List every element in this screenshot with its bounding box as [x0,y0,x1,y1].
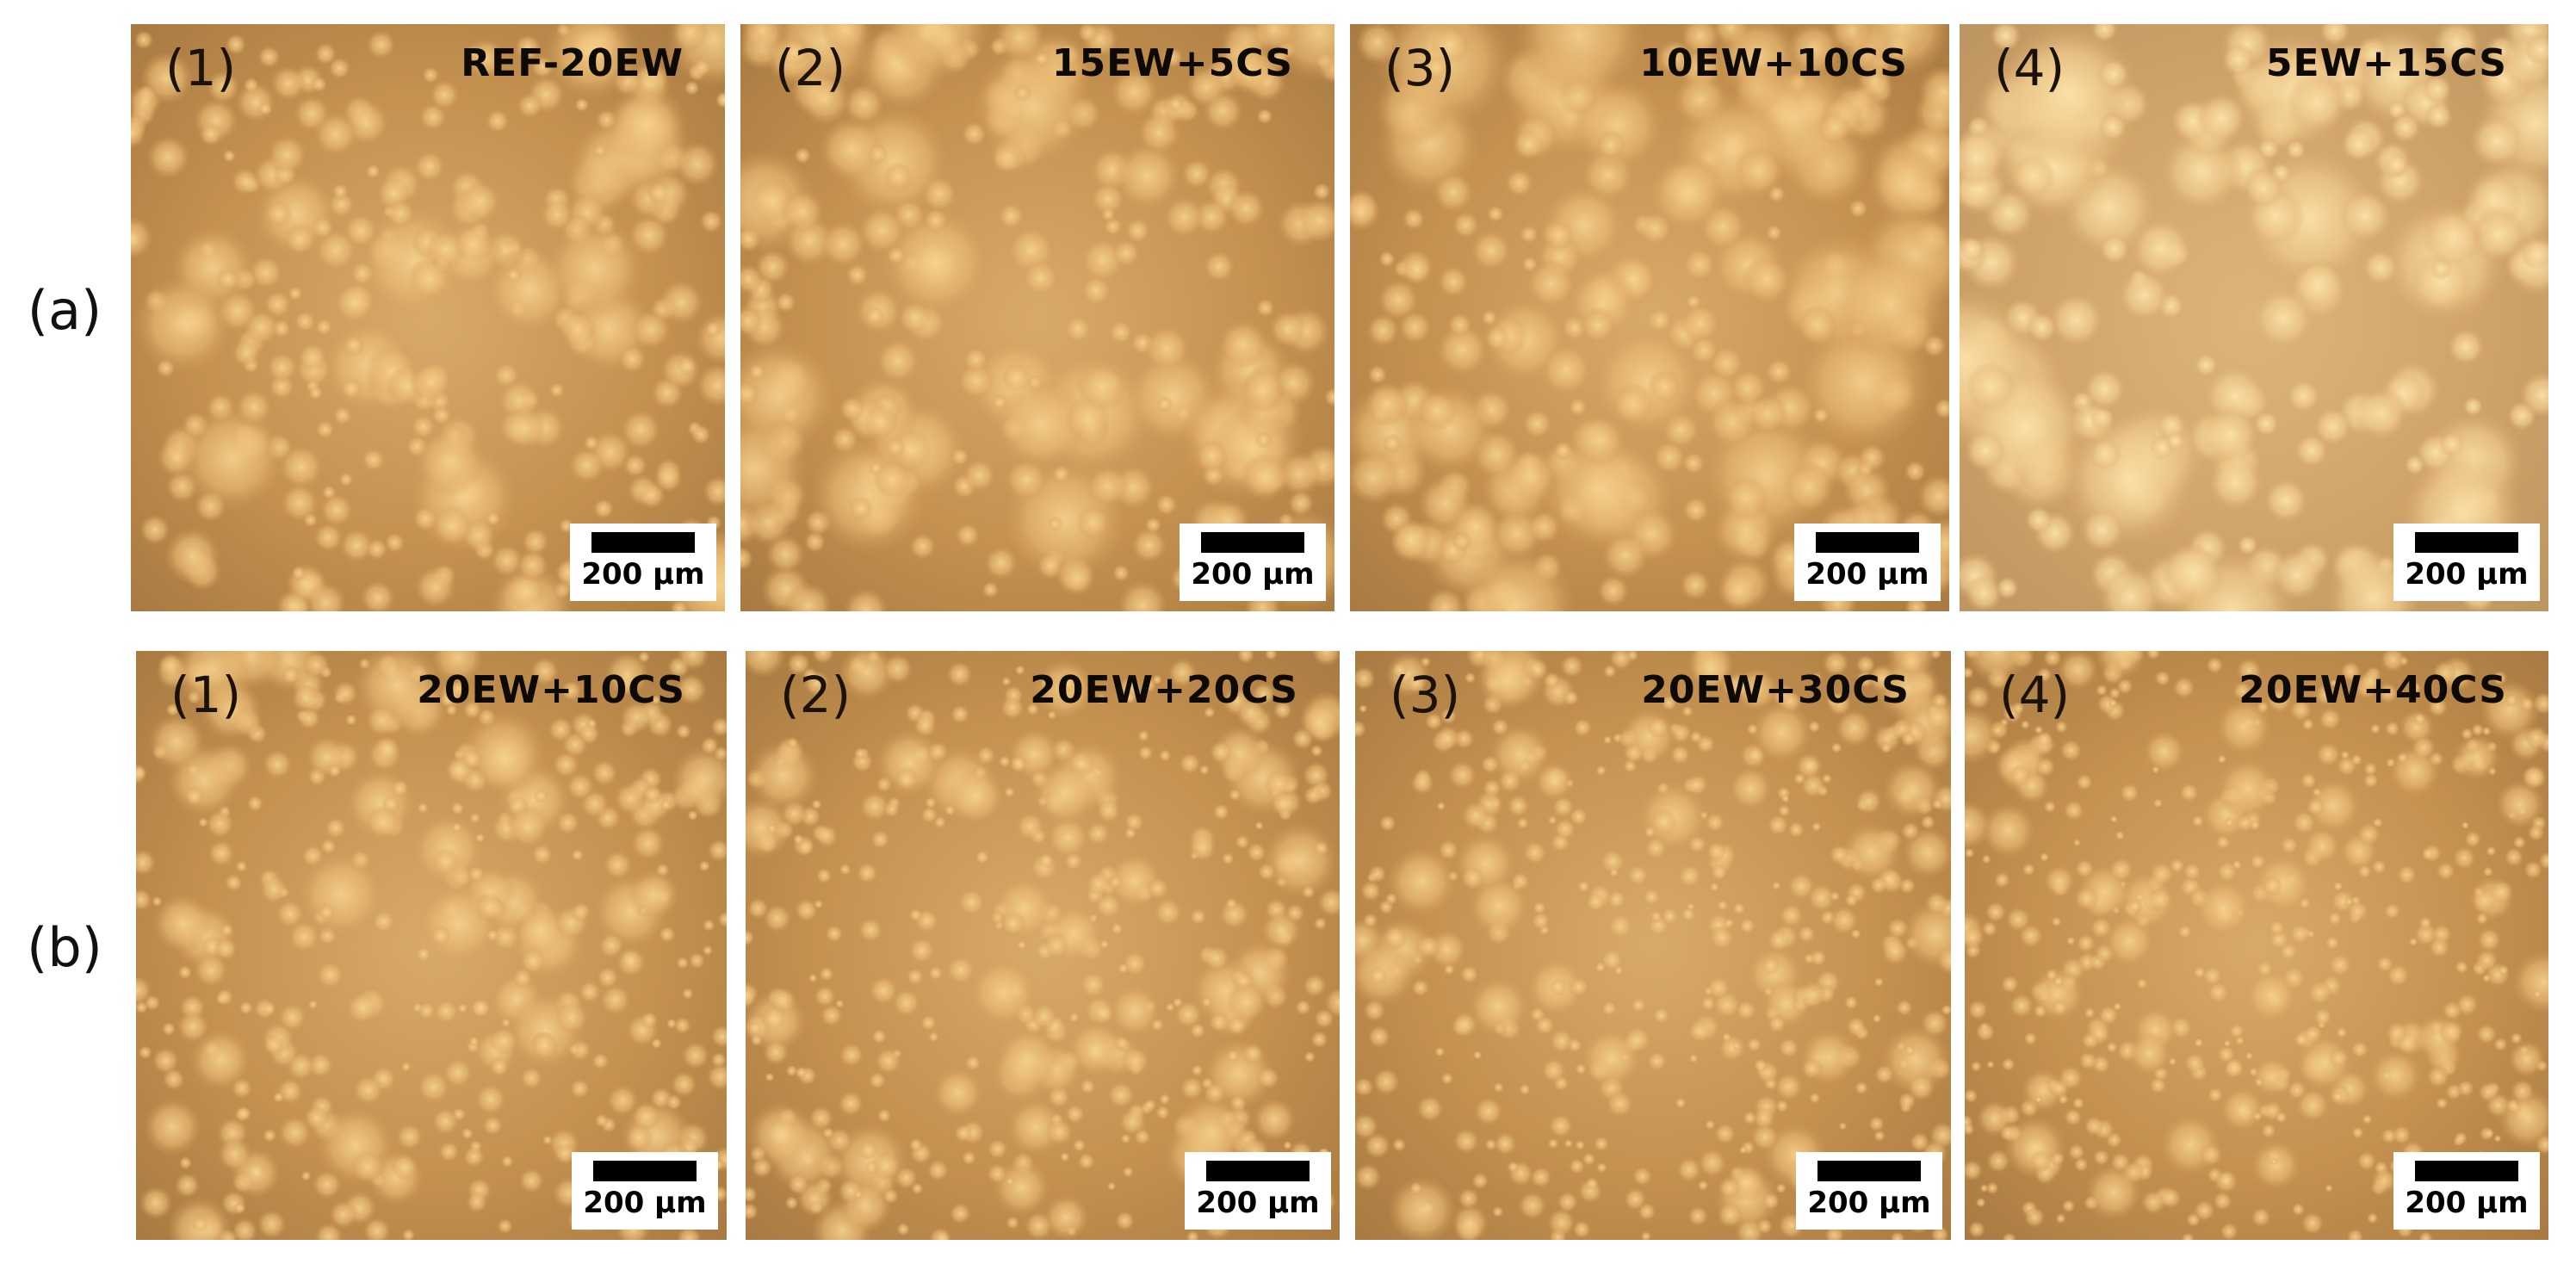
micrograph-panel-b1: (1) 20EW+10CS 200 µm [136,651,727,1240]
panel-index: (1) [170,666,242,724]
micrograph-panel-b2: (2) 20EW+20CS 200 µm [746,651,1340,1240]
row-label-b: (b) [27,916,102,979]
micrograph-panel-a2: (2) 15EW+5CS 200 µm [740,24,1334,611]
scale-bar-label: 200 µm [1807,1186,1931,1220]
row-label-a: (a) [27,279,102,342]
scale-bar: 200 µm [1794,524,1941,601]
scale-bar-line [593,1161,697,1181]
panel-title: 15EW+5CS [1051,41,1293,85]
panel-title: 20EW+40CS [2239,668,2507,712]
panel-title: 5EW+15CS [2265,41,2507,85]
scale-bar-line [1816,532,1919,553]
scale-bar-label: 200 µm [581,557,705,592]
droplet-texture [131,24,725,611]
scale-bar-line [591,532,695,553]
scale-bar: 200 µm [1185,1152,1331,1230]
panel-index: (4) [1994,39,2065,97]
panel-title: REF-20EW [461,41,684,85]
scale-bar-label: 200 µm [1191,557,1315,592]
panel-index: (4) [1999,666,2071,724]
micrograph-panel-b4: (4) 20EW+40CS 200 µm [1965,651,2548,1240]
panel-index: (2) [780,666,851,724]
scale-bar: 200 µm [570,524,716,601]
droplet-texture [136,651,727,1240]
panel-index: (1) [165,39,237,97]
scale-bar-label: 200 µm [583,1186,707,1220]
panel-title: 20EW+10CS [417,668,685,712]
micrograph-panel-b3: (3) 20EW+30CS 200 µm [1355,651,1951,1240]
scale-bar: 200 µm [1180,524,1326,601]
droplet-texture [1350,24,1949,611]
scale-bar-label: 200 µm [2405,557,2529,592]
droplet-texture [1965,651,2548,1240]
panel-title: 20EW+20CS [1030,668,1298,712]
droplet-texture [740,24,1334,611]
droplet-texture [1960,24,2548,611]
scale-bar: 200 µm [572,1152,718,1230]
panel-index: (3) [1384,39,1456,97]
micrograph-panel-a3: (3) 10EW+10CS 200 µm [1350,24,1949,611]
scale-bar-label: 200 µm [1196,1186,1320,1220]
micrograph-panel-a1: (1) REF-20EW 200 µm [131,24,725,611]
scale-bar: 200 µm [2393,1152,2540,1230]
scale-bar-line [2415,532,2518,553]
scale-bar-label: 200 µm [2405,1186,2529,1220]
scale-bar-line [1817,1161,1921,1181]
panel-title: 20EW+30CS [1641,668,1910,712]
scale-bar: 200 µm [2393,524,2540,601]
scale-bar-line [1201,532,1304,553]
scale-bar-line [1206,1161,1310,1181]
panel-index: (3) [1390,666,1461,724]
scale-bar-label: 200 µm [1805,557,1929,592]
micrograph-panel-a4: (4) 5EW+15CS 200 µm [1960,24,2548,611]
scale-bar-line [2415,1161,2518,1181]
panel-title: 10EW+10CS [1639,41,1908,85]
scale-bar: 200 µm [1796,1152,1942,1230]
panel-index: (2) [775,39,846,97]
